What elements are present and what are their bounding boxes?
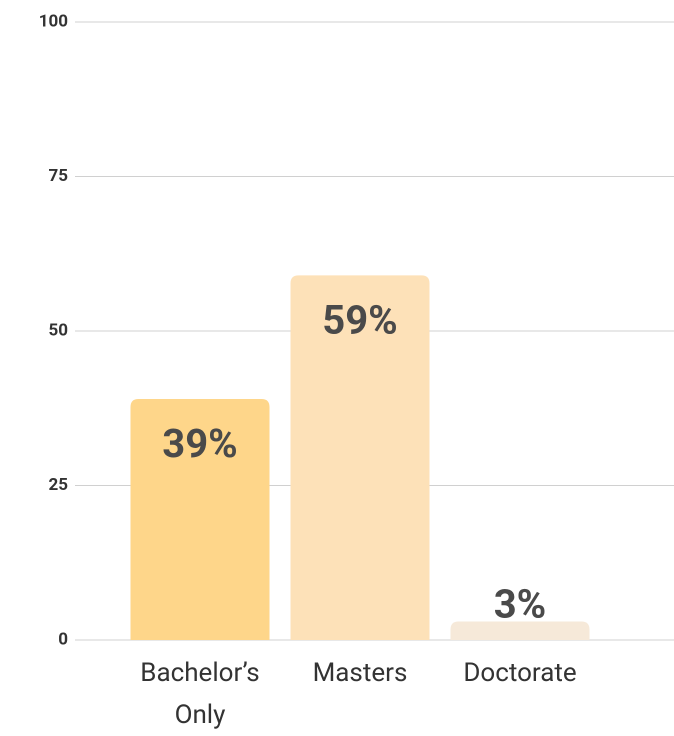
bar (130, 398, 270, 640)
value-label: 39% (162, 420, 237, 467)
value-label: 3% (494, 580, 547, 627)
y-tick-label: 25 (48, 475, 68, 495)
x-tick-label: Doctorate (463, 658, 577, 688)
x-tick-label: Masters (312, 658, 408, 688)
bar (290, 275, 430, 640)
value-label: 59% (322, 296, 397, 343)
y-tick-label: 75 (48, 166, 68, 186)
x-tick-label: Bachelor’s Only (140, 658, 260, 730)
bar (450, 621, 590, 640)
y-tick-label: 100 (39, 11, 68, 31)
y-tick-label: 0 (58, 629, 68, 649)
y-tick-label: 50 (48, 320, 68, 340)
